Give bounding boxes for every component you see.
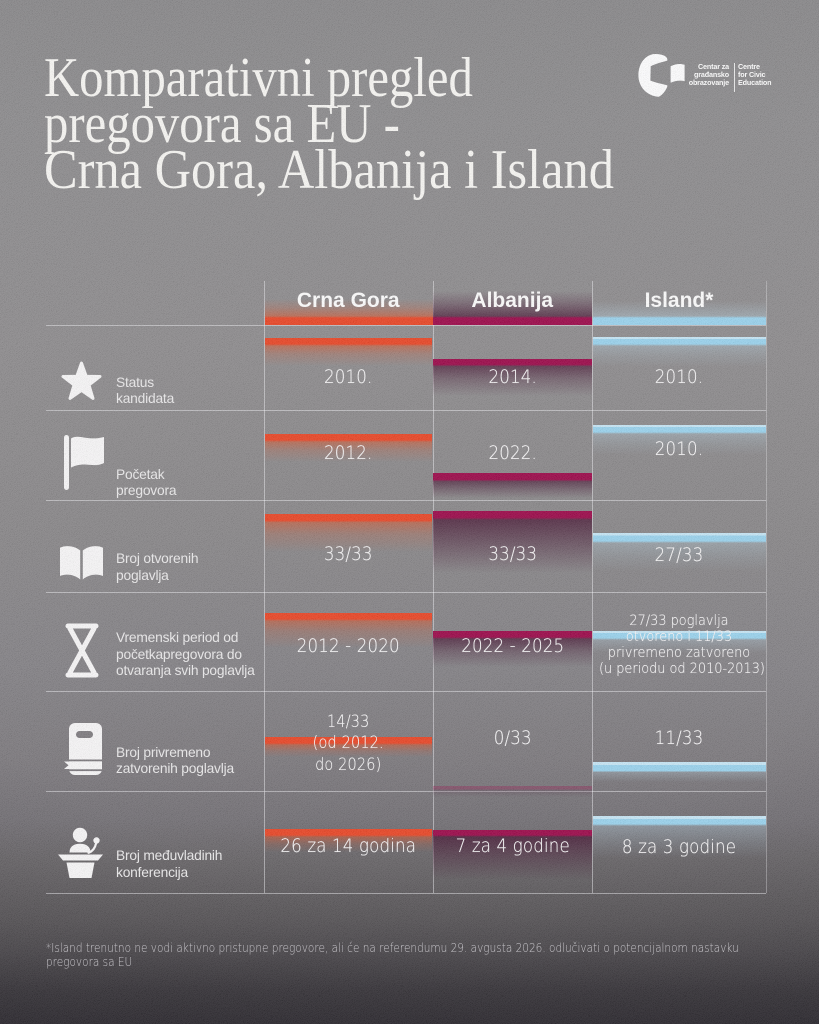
cell-crna-gora-zatvorena: 14/33 (od 2012. do 2026)	[312, 711, 384, 774]
logo-divider	[733, 63, 735, 92]
star-icon	[61, 361, 102, 400]
column-header-albanija: Albanija	[471, 289, 554, 312]
cell-albanija-zatvorena: 0/33	[493, 727, 532, 749]
row-label-pocetak-pregovora: Početak pregovora	[116, 466, 177, 499]
cell-albanija-pocetak: 2022.	[488, 442, 537, 464]
cell-glow	[433, 786, 592, 799]
grid-line-col-3	[592, 281, 593, 893]
row-label-vremenski-period: Vremenski period od početkapregovora do …	[116, 630, 255, 678]
row-label-privremeno-zatvorena: Broj privremeno zatvorenih poglavlja	[116, 744, 234, 777]
column-header-crna-gora: Crna Gora	[296, 289, 400, 312]
cell-island-pocetak: 2010.	[654, 437, 704, 460]
cell-island-otvorena: 27/33	[654, 543, 704, 566]
cell-glow	[433, 473, 592, 501]
cell-albanija-konferencije: 7 za 4 godine	[455, 835, 570, 857]
logo-name-local-line-3: obrazovanje	[688, 77, 729, 87]
flag-icon	[64, 435, 104, 490]
grid-line-table-bottom	[46, 892, 766, 894]
cell-albanija-otvorena: 33/33	[487, 542, 537, 565]
grid-line-row-4	[46, 691, 766, 692]
logo-name-english: Centre for Civic Education	[738, 63, 783, 86]
title-line-3: Crna Gora, Albanija i Island	[44, 138, 614, 201]
cell-island-zatvorena: 11/33	[654, 727, 704, 749]
row-label-status-kandidata: Status kandidata	[116, 374, 175, 407]
column-header-island: Island*	[644, 289, 714, 312]
notebook-icon	[64, 723, 102, 775]
cell-crna-gora-period: 2012 - 2020	[296, 635, 400, 657]
cell-glow	[592, 762, 766, 785]
grid-line-row-1	[46, 410, 766, 411]
podium-speaker-icon	[58, 827, 103, 878]
logo-name-local: Centar za građansko obrazovanje	[638, 63, 729, 86]
row-label-konferencije: Broj međuvladinih konferencija	[116, 848, 223, 880]
row-label-broj-otvorenih: Broj otvorenih poglavlja	[116, 551, 199, 583]
page-title: Komparativni pregled pregovora sa EU - Crn…	[44, 50, 614, 198]
footnote: *Island trenutno ne vodi aktivno pristup…	[46, 940, 739, 970]
grid-line-header-bottom	[46, 324, 766, 326]
cell-crna-gora-status: 2010.	[324, 366, 373, 388]
cell-albanija-period: 2022 - 2025	[460, 635, 564, 657]
open-book-icon	[60, 546, 103, 580]
cell-crna-gora-konferencije: 26 za 14 godina	[280, 835, 417, 857]
cell-albanija-status: 2014.	[488, 366, 537, 388]
grid-line-row-5	[46, 791, 766, 792]
cell-crna-gora-otvorena: 33/33	[323, 542, 373, 565]
grid-line-col-right	[765, 281, 767, 893]
cell-island-period: 27/33 poglavlja otvoreno i 11/33 privrem…	[598, 612, 765, 677]
grid-line-row-3	[46, 592, 766, 593]
logo-name-english-line-3: Education	[738, 77, 772, 87]
hourglass-icon	[65, 623, 99, 678]
cell-island-konferencije: 8 za 3 godine	[621, 836, 737, 858]
cell-island-status: 2010.	[654, 366, 704, 388]
cell-crna-gora-pocetak: 2012.	[324, 442, 373, 464]
grid-line-row-2	[46, 500, 766, 501]
grid-line-col-1	[264, 281, 265, 893]
